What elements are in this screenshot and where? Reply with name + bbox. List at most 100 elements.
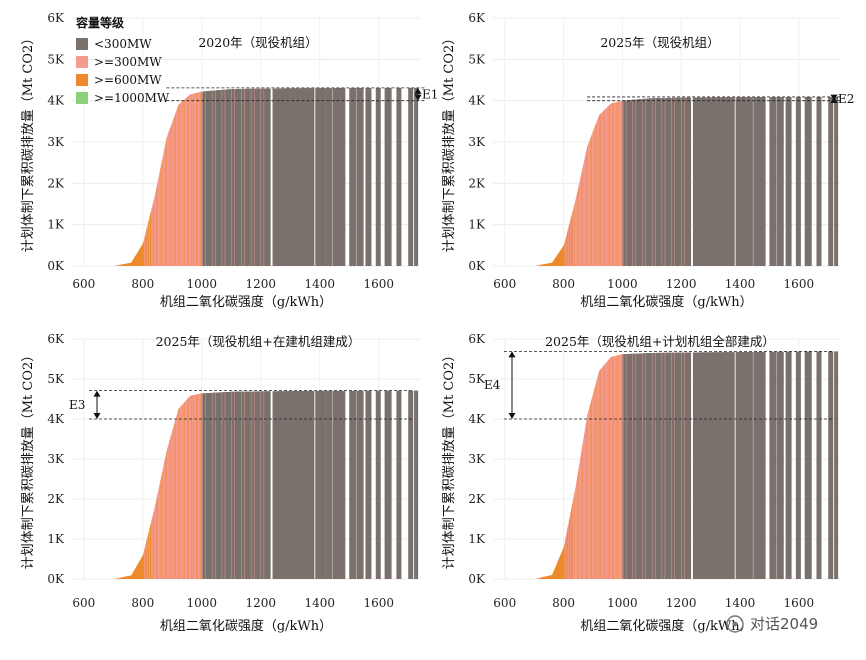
legend-title: 容量等级 [75,15,124,30]
bar [745,351,753,579]
chart-panel-3: E3 0K 1K 2K 3K 4K 5K 6K 600 800 1000 1200 1400 1600 20… [21,332,420,634]
chart-title: 2025年（现役机组+计划机组全部建成） [545,334,775,349]
bar [723,97,731,266]
bar [723,352,731,579]
bar [776,97,784,266]
x-tick-label: 1200 [666,596,697,610]
annotation-arrow: E3 [69,390,101,419]
y-tick-label: 6K [47,11,65,25]
bar [828,96,834,266]
x-tick-label: 1400 [725,596,756,610]
y-tick-label: 4K [468,94,486,108]
watermark-logo-dot [732,621,738,627]
series-bars [114,87,419,267]
y-tick-label: 4K [47,412,65,426]
legend-label: >=600MW [94,73,162,87]
bar [816,97,822,267]
bar [828,351,834,579]
legend-label: <300MW [94,37,152,51]
bar [717,97,727,266]
y-tick-label: 4K [468,412,486,426]
y-tick-label: 1K [468,218,486,232]
bar [333,390,342,579]
x-tick-label: 1000 [186,277,217,291]
bar [703,97,710,266]
bar [269,88,271,266]
x-tick-label: 1000 [607,596,638,610]
legend-swatch [76,92,88,104]
bar [753,97,763,266]
y-tick-label: 3K [468,452,486,466]
x-tick-label: 1400 [304,277,335,291]
series-bars [535,96,839,267]
bar [349,88,357,266]
y-tick-label: 5K [468,52,486,66]
x-tick-label: 1200 [245,277,276,291]
bar [698,352,706,579]
y-tick-label: 3K [47,135,65,149]
bar [692,352,702,579]
bar [713,97,719,266]
bar [785,97,792,266]
y-tick-label: 6K [468,332,486,346]
y-tick-label: 4K [47,94,65,108]
x-tick-label: 1000 [186,596,217,610]
x-tick-label: 800 [552,277,575,291]
bar [760,351,766,579]
y-tick-label: 3K [47,452,65,466]
bar [816,351,822,579]
annotation-label: E3 [69,398,85,412]
x-tick-label: 1600 [784,596,815,610]
bar [729,97,735,266]
y-tick-label: 1K [468,532,486,546]
bar [293,390,299,579]
bar [785,351,792,579]
annotation-arrow: E4 [484,351,516,419]
bar [287,391,297,579]
bar [384,390,392,579]
y-tick-label: 1K [47,532,65,546]
bar [349,390,357,579]
watermark-logo-icon [726,615,744,633]
y-tick-label: 0K [468,259,486,273]
y-axis-label: 计划体制下累积碳排放量（Mt CO2） [442,349,457,570]
bar [278,88,286,266]
bar [776,351,784,579]
legend-swatch [76,74,88,86]
chart-title: 2025年（现役机组+在建机组建成） [156,334,361,349]
y-tick-label: 0K [468,572,486,586]
bar [689,97,692,266]
bar [740,352,747,579]
arrow-head-down [93,413,101,419]
x-tick-label: 1000 [607,277,638,291]
y-tick-label: 2K [468,176,486,190]
y-axis-label: 计划体制下累积碳排放量（Mt CO2） [21,32,36,253]
x-axis-label: 机组二氧化碳强度（g/kWh） [580,618,752,634]
x-tick-label: 800 [131,596,154,610]
arrow-head-up [508,351,516,358]
arrow-head-up [93,390,101,397]
bar [698,97,706,266]
x-tick-label: 1600 [363,596,394,610]
x-tick-label: 1600 [784,277,815,291]
annotation-label: E2 [838,92,854,106]
x-tick-label: 1600 [363,277,394,291]
bar [804,351,812,579]
bar [753,351,763,579]
bar [384,87,392,267]
bar [769,97,777,266]
bar [769,351,777,579]
x-tick-label: 1200 [666,277,697,291]
chart-panel-2: E2 0K 1K 2K 3K 4K 5K 6K 600 800 1000 1200 1400 1600 20… [442,11,854,310]
bar [707,352,717,579]
bar [269,391,271,579]
legend-label: >=1000MW [94,91,170,105]
bar [745,97,753,267]
bar [375,390,381,579]
bar [297,88,307,266]
bar [319,390,326,579]
bar [309,88,315,267]
bar [740,97,747,266]
bar [365,390,372,579]
